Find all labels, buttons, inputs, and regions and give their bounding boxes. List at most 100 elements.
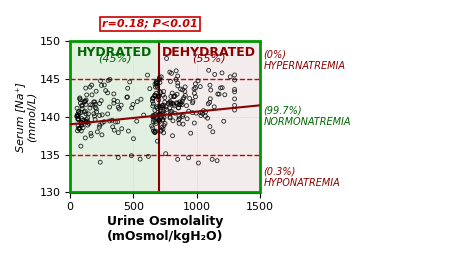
Point xyxy=(115,105,122,109)
Point xyxy=(150,96,157,100)
Text: r=0.18; P<0.01: r=0.18; P<0.01 xyxy=(102,19,198,29)
Text: (0%)
HYPERNATREMIA: (0%) HYPERNATREMIA xyxy=(264,49,346,71)
Point xyxy=(148,124,155,128)
Point xyxy=(154,106,161,110)
Point xyxy=(191,86,199,90)
Point xyxy=(128,154,135,158)
Point xyxy=(167,102,175,106)
Point xyxy=(84,123,91,127)
Point xyxy=(178,103,186,107)
Point xyxy=(191,91,198,95)
Point xyxy=(85,121,93,125)
Point xyxy=(153,84,161,88)
Point xyxy=(86,106,94,110)
Point xyxy=(167,109,174,114)
Point xyxy=(172,77,180,81)
X-axis label: Urine Osmolality
(mOsmol/kgH₂O): Urine Osmolality (mOsmol/kgH₂O) xyxy=(107,215,223,243)
Point xyxy=(157,91,164,95)
Point xyxy=(74,124,82,128)
Point xyxy=(210,105,218,109)
Point xyxy=(160,107,168,111)
Point xyxy=(207,97,214,101)
Point xyxy=(209,130,217,134)
Point xyxy=(153,82,161,86)
Point xyxy=(209,157,216,162)
Point xyxy=(150,102,157,106)
Point xyxy=(110,98,118,102)
Point xyxy=(134,100,141,104)
Point xyxy=(154,95,162,99)
Point xyxy=(91,106,99,110)
Point xyxy=(151,94,158,98)
Text: HYDRATED: HYDRATED xyxy=(77,46,152,59)
Point xyxy=(167,101,175,105)
Point xyxy=(220,119,228,123)
Point xyxy=(153,81,160,85)
Point xyxy=(149,119,157,124)
Point xyxy=(99,113,106,117)
Point xyxy=(149,97,156,101)
Point xyxy=(170,104,178,108)
Point xyxy=(74,115,82,119)
Point xyxy=(154,139,161,143)
Point xyxy=(155,76,163,80)
Point xyxy=(74,117,82,121)
Point xyxy=(78,123,85,127)
Point xyxy=(171,94,179,98)
Point xyxy=(166,116,174,120)
Point xyxy=(231,73,238,77)
Point xyxy=(174,106,182,110)
Point xyxy=(114,99,121,103)
Point xyxy=(90,100,98,104)
Point xyxy=(170,102,178,107)
Point xyxy=(73,114,81,118)
Point xyxy=(137,157,144,161)
Point xyxy=(92,89,100,93)
Point xyxy=(194,79,202,83)
Point xyxy=(88,93,96,97)
Bar xyxy=(70,41,159,192)
Point xyxy=(155,118,163,122)
Point xyxy=(79,118,86,122)
Point xyxy=(163,108,170,112)
Y-axis label: Serum [Na⁺]
(mmol/L): Serum [Na⁺] (mmol/L) xyxy=(15,82,36,152)
Point xyxy=(152,121,160,125)
Point xyxy=(204,116,211,120)
Point xyxy=(77,144,85,148)
Point xyxy=(90,112,98,116)
Point xyxy=(160,115,168,119)
Point xyxy=(125,129,132,133)
Point xyxy=(167,94,175,99)
Point xyxy=(115,155,122,159)
Point xyxy=(100,120,108,124)
Point xyxy=(159,93,167,97)
Point xyxy=(73,114,81,118)
Point xyxy=(75,111,83,116)
Point xyxy=(191,82,199,86)
Point xyxy=(151,93,159,97)
Point xyxy=(155,118,163,122)
Point xyxy=(109,125,117,129)
Point xyxy=(162,105,170,109)
Point xyxy=(157,129,165,133)
Point xyxy=(201,114,209,118)
Point xyxy=(189,111,196,115)
Point xyxy=(153,91,160,95)
Point xyxy=(192,111,200,115)
Point xyxy=(173,92,181,96)
Point xyxy=(73,113,81,117)
Point xyxy=(178,99,186,103)
Point xyxy=(87,103,94,107)
Point xyxy=(173,101,180,105)
Point xyxy=(124,86,131,90)
Point xyxy=(126,80,134,84)
Point xyxy=(231,108,238,112)
Point xyxy=(82,98,90,102)
Point xyxy=(118,127,126,131)
Point xyxy=(89,103,97,107)
Point xyxy=(81,100,88,104)
Point xyxy=(79,126,87,130)
Point xyxy=(179,115,186,119)
Bar xyxy=(159,41,260,192)
Point xyxy=(158,105,166,109)
